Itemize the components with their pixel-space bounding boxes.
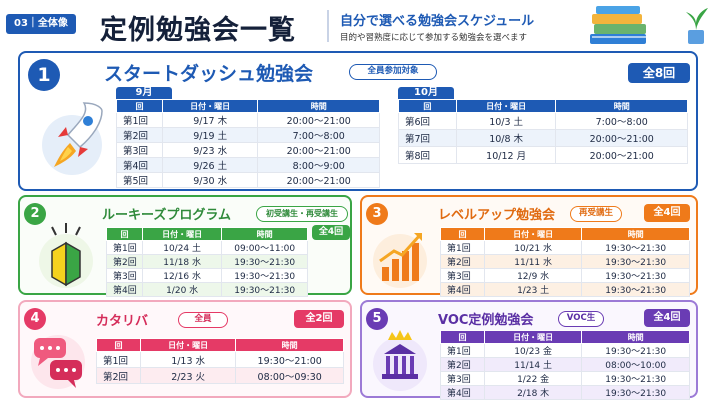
schedule-table-sep: 回 日付・曜日 時間 第1回 9/17 木 20:00〜21:00 第2回 9/19 … <box>116 99 380 188</box>
card-voc: 5 VOC定例勉強会 VOC生 全4回 回 日付・曜日 時間 第1回 10/23 … <box>360 300 698 400</box>
table-row: 第3回 12/9 水 19:30〜21:30 <box>440 268 690 283</box>
card-number: 4 <box>24 308 46 330</box>
table-row: 第1回 9/17 木 20:00〜21:00 <box>116 112 380 128</box>
plant-icon <box>686 8 708 44</box>
month-label-sep: 9月 <box>116 87 172 99</box>
col-header-time: 時間 <box>221 227 308 241</box>
card-number: 2 <box>24 203 46 225</box>
col-header-time: 時間 <box>235 338 344 352</box>
total-sessions-badge: 全2回 <box>294 310 344 328</box>
schedule-table: 回 日付・曜日 時間 第1回 10/24 土 09:00〜11:00 第2回 11/1… <box>106 227 308 297</box>
col-header-date: 日付・曜日 <box>141 227 223 241</box>
card-title: カタリバ <box>96 314 149 329</box>
table-row: 第4回 9/26 土 8:00〜9:00 <box>116 157 380 173</box>
col-header-date: 日付・曜日 <box>139 338 237 352</box>
card-level-up: 3 レベルアップ勉強会 再受講生 全4回 回 日付・曜日 時間 第1回 10/21… <box>360 195 698 297</box>
card-title: VOC定例勉強会 <box>438 313 534 328</box>
table-row: 第1回 10/23 金 19:30〜21:30 <box>440 343 690 358</box>
growth-chart-icon <box>373 233 427 288</box>
schedule-table: 回 日付・曜日 時間 第1回 1/13 水 19:30〜21:00 第2回 2/23 … <box>96 338 344 384</box>
table-row: 第1回 1/13 水 19:30〜21:00 <box>96 351 344 368</box>
table-row: 第6回 10/3 土 7:00〜8:00 <box>398 112 688 130</box>
crown-building-icon <box>373 330 427 391</box>
table-row: 第7回 10/8 木 20:00〜21:00 <box>398 129 688 147</box>
col-header-session: 回 <box>440 330 485 344</box>
card-number: 5 <box>366 308 388 330</box>
col-header-session: 回 <box>116 99 163 113</box>
col-header-session: 回 <box>440 227 485 241</box>
table-row: 第1回 10/21 水 19:30〜21:30 <box>440 240 690 255</box>
total-sessions-badge: 全8回 <box>628 63 690 83</box>
card-start-dash: 1 スタートダッシュ勉強会 全員参加対象 全8回 9月 回 日付・曜日 時間 第… <box>18 51 698 191</box>
page-description: 目的や習熟度に応じて参加する勉強会を選べます <box>340 33 528 43</box>
rocket-icon <box>42 102 103 175</box>
card-kataribar: 4 カタリバ 全員 全2回 回 日付・曜日 時間 第1回 1/13 水 19:30〜… <box>18 300 352 398</box>
col-header-date: 日付・曜日 <box>455 99 557 113</box>
target-tag: 初受講生・再受講生 <box>256 206 348 222</box>
beginner-mark-icon <box>39 223 93 288</box>
header-divider <box>327 10 329 42</box>
col-header-time: 時間 <box>581 330 690 344</box>
table-row: 第1回 10/24 土 09:00〜11:00 <box>106 240 308 255</box>
page-subtitle: 自分で選べる勉強会スケジュール <box>340 14 535 29</box>
total-sessions-badge: 全4回 <box>644 204 690 222</box>
table-row: 第3回 9/23 水 20:00〜21:00 <box>116 142 380 158</box>
table-row: 第2回 11/18 水 19:30〜21:30 <box>106 254 308 269</box>
card-title: スタートダッシュ勉強会 <box>104 63 314 85</box>
table-row: 第4回 1/23 土 19:30〜21:30 <box>440 282 690 297</box>
card-rookies-program: 2 ルーキーズプログラム 初受講生・再受講生 全4回 回 日付・曜日 時間 第1… <box>18 195 352 297</box>
books-icon <box>590 6 646 44</box>
card-number: 1 <box>28 59 60 91</box>
col-header-time: 時間 <box>257 99 380 113</box>
total-sessions-badge: 全4回 <box>644 309 690 327</box>
col-header-date: 日付・曜日 <box>161 99 259 113</box>
table-row: 第8回 10/12 月 20:00〜21:00 <box>398 146 688 164</box>
table-row: 第2回 11/14 土 08:00〜10:00 <box>440 357 690 372</box>
col-header-session: 回 <box>96 338 141 352</box>
total-sessions-badge: 全4回 <box>312 225 350 240</box>
target-tag: 全員参加対象 <box>349 64 437 80</box>
section-badge: 03｜全体像 <box>6 14 76 34</box>
month-label-oct: 10月 <box>398 87 454 99</box>
card-title: レベルアップ勉強会 <box>438 208 556 223</box>
table-row: 第4回 1/20 水 19:30〜21:30 <box>106 282 308 297</box>
target-tag: 全員 <box>178 312 228 328</box>
col-header-date: 日付・曜日 <box>483 227 583 241</box>
target-tag: 再受講生 <box>570 206 622 222</box>
table-row: 第2回 11/11 水 19:30〜21:30 <box>440 254 690 269</box>
col-header-time: 時間 <box>581 227 690 241</box>
table-row: 第3回 1/22 金 19:30〜21:30 <box>440 371 690 386</box>
table-row: 第4回 2/18 木 19:30〜21:30 <box>440 385 690 400</box>
col-header-session: 回 <box>398 99 457 113</box>
schedule-table: 回 日付・曜日 時間 第1回 10/23 金 19:30〜21:30 第2回 11/1… <box>440 330 690 400</box>
col-header-time: 時間 <box>555 99 688 113</box>
schedule-table: 回 日付・曜日 時間 第1回 10/21 水 19:30〜21:30 第2回 11/1… <box>440 227 690 297</box>
card-number: 3 <box>366 203 388 225</box>
card-title: ルーキーズプログラム <box>102 208 231 223</box>
table-row: 第2回 9/19 土 7:00〜8:00 <box>116 127 380 143</box>
table-row: 第3回 12/16 水 19:30〜21:30 <box>106 268 308 283</box>
col-header-session: 回 <box>106 227 143 241</box>
page-title: 定例勉強会一覧 <box>100 15 296 46</box>
target-tag: VOC生 <box>558 311 604 327</box>
chat-bubbles-icon <box>31 335 85 389</box>
col-header-date: 日付・曜日 <box>483 330 583 344</box>
page-header: 03｜全体像 定例勉強会一覧 自分で選べる勉強会スケジュール 目的や習熟度に応じ… <box>0 0 720 48</box>
table-row: 第2回 2/23 火 08:00〜09:30 <box>96 367 344 384</box>
table-row: 第5回 9/30 水 20:00〜21:00 <box>116 172 380 188</box>
